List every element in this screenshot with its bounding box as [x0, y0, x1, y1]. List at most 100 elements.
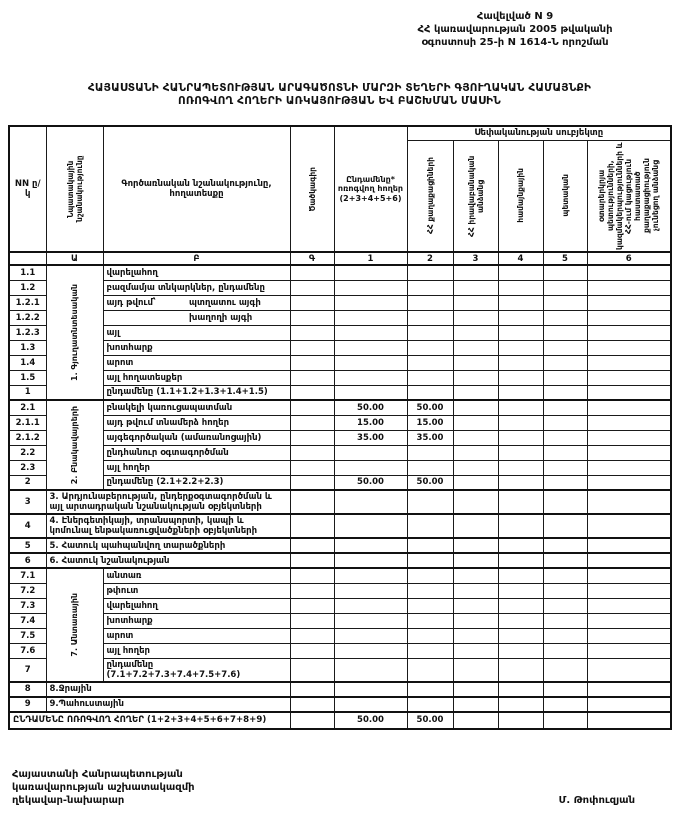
letter-cell: Բ — [102, 251, 291, 266]
table-row: 2.3 այլ հողեր — [8, 459, 672, 476]
cell-value-col-4 — [497, 612, 544, 629]
label-part-2: խաղողի այգի — [189, 312, 253, 323]
cell-value-col-3 — [452, 627, 499, 644]
cell-value-col-2: 50.00 — [406, 399, 454, 416]
cell-label: բազմամյա տնկարկներ, ընդամենը — [102, 279, 291, 296]
annex-reference: Հավելված N 9 ՀՀ կառավարության 2005 թվակա… — [365, 10, 665, 49]
cell-label: բնակելի կառուցապատման — [102, 399, 291, 416]
cell-value-col-6 — [586, 264, 672, 281]
cell-value-col-5 — [542, 642, 588, 659]
cell-code — [289, 642, 335, 659]
cell-value-col-1 — [333, 537, 408, 554]
cell-value-col-2 — [406, 309, 454, 326]
cell-value-col-1 — [333, 597, 408, 614]
letter-cell: 2 — [406, 251, 454, 266]
cell-value-col-1 — [333, 279, 408, 296]
cell-value-col-1 — [333, 354, 408, 371]
cell-value-col-5 — [542, 309, 588, 326]
cell-value-col-1: 35.00 — [333, 429, 408, 446]
col-header-purpose: Նպատակային նշանակությունը — [45, 125, 104, 253]
cell-value-col-3 — [452, 339, 499, 356]
cell-label: խաղողի այգի — [102, 309, 291, 326]
cell-value-col-5 — [542, 657, 588, 682]
cell-value-col-1 — [333, 513, 408, 539]
cell-row-number: 8 — [8, 680, 47, 697]
cell-value-col-6 — [586, 582, 672, 599]
cell-value-col-3 — [452, 429, 499, 446]
cell-value-col-2 — [406, 627, 454, 644]
cell-row-number: 2 — [8, 474, 47, 491]
cell-code — [289, 354, 335, 371]
cell-value-col-3 — [452, 537, 499, 554]
cell-value-col-3 — [452, 459, 499, 476]
table-row: 2.1 2. Բնակավայրերի բնակելի կառուցապատման 5… — [8, 399, 672, 491]
cell-value-col-4 — [497, 369, 544, 386]
cell-value-col-5 — [542, 489, 588, 515]
cell-row-number: 1.2.1 — [8, 294, 47, 311]
cell-code — [289, 537, 335, 554]
cell-value-col-3 — [452, 710, 499, 730]
cell-value-col-2 — [406, 582, 454, 599]
cell-code — [289, 339, 335, 356]
cell-value-col-4 — [497, 597, 544, 614]
cell-value-col-3 — [452, 552, 499, 569]
table-row: 7.5 արոտ — [8, 627, 672, 644]
cell-value-col-4 — [497, 489, 544, 515]
cell-row-number: 3 — [8, 489, 47, 515]
cell-value-col-4 — [497, 642, 544, 659]
cell-value-col-6 — [586, 627, 672, 644]
cell-value-col-5 — [542, 414, 588, 431]
cell-value-col-1 — [333, 339, 408, 356]
cell-code — [289, 309, 335, 326]
table-row: 1.1 1. Գյուղատնտեսական վարելահող — [8, 264, 672, 401]
cell-code — [289, 597, 335, 614]
cell-row-number: 7.2 — [8, 582, 47, 599]
cell-grand-total-label: ԸՆԴԱՄԵՆԸ ՈՌՈԳՎՈՂ ՀՈՂԵՐ (1+2+3+4+5+6+7+8+… — [8, 710, 291, 730]
cell-value-col-1: 50.00 — [333, 399, 408, 416]
cell-value-col-6 — [586, 279, 672, 296]
cell-value-col-4 — [497, 429, 544, 446]
table-row: 7.6 այլ հողեր — [8, 642, 672, 659]
cell-code — [289, 459, 335, 476]
col-header-functional: Գործառնական նշանակությունը, հողատեսքը — [102, 125, 291, 253]
cell-value-col-1 — [333, 489, 408, 515]
cell-value-col-1 — [333, 294, 408, 311]
cell-value-col-6 — [586, 612, 672, 629]
cell-value-col-3 — [452, 695, 499, 712]
cell-value-col-3 — [452, 444, 499, 461]
table-row: 1.2.2 խաղողի այգի — [8, 309, 672, 326]
cell-row-number: 7.1 — [8, 567, 47, 584]
cell-value-col-5 — [542, 627, 588, 644]
cell-value-col-6 — [586, 414, 672, 431]
cell-value-col-6 — [586, 657, 672, 682]
signatory-line: ղեկավար-նախարար — [12, 795, 125, 806]
cell-label: ընդհանուր օգտագործման — [102, 444, 291, 461]
cell-value-col-2: 50.00 — [406, 474, 454, 491]
col-header-state: պետական — [542, 139, 588, 253]
cell-value-col-6 — [586, 444, 672, 461]
cell-value-col-4 — [497, 513, 544, 539]
table-row: 8 8.Ջրային — [8, 680, 672, 697]
cell-value-col-1 — [333, 444, 408, 461]
cell-value-col-1 — [333, 264, 408, 281]
cell-value-col-3 — [452, 612, 499, 629]
cell-value-col-3 — [452, 657, 499, 682]
cell-value-col-4 — [497, 627, 544, 644]
cell-label: այդ թվում տնամերձ հողեր — [102, 414, 291, 431]
cell-row-number: 1.2 — [8, 279, 47, 296]
cell-value-col-6 — [586, 489, 672, 515]
cell-value-col-4 — [497, 354, 544, 371]
cell-value-col-5 — [542, 264, 588, 281]
cell-label: թփուտ — [102, 582, 291, 599]
cell-label: 8.Ջրային — [45, 680, 291, 697]
cell-value-col-5 — [542, 710, 588, 730]
cell-row-number: 1.5 — [8, 369, 47, 386]
cell-value-col-2 — [406, 612, 454, 629]
cell-value-col-2 — [406, 680, 454, 697]
cell-value-col-4 — [497, 552, 544, 569]
cell-land-category-label: 2. Բնակավայրերի — [45, 399, 104, 491]
cell-value-col-1 — [333, 309, 408, 326]
cell-value-col-5 — [542, 279, 588, 296]
cell-value-col-5 — [542, 444, 588, 461]
col-header-foreign-stateless: օտարերկրյա պետությունների, կազմակերպությ… — [586, 139, 672, 253]
